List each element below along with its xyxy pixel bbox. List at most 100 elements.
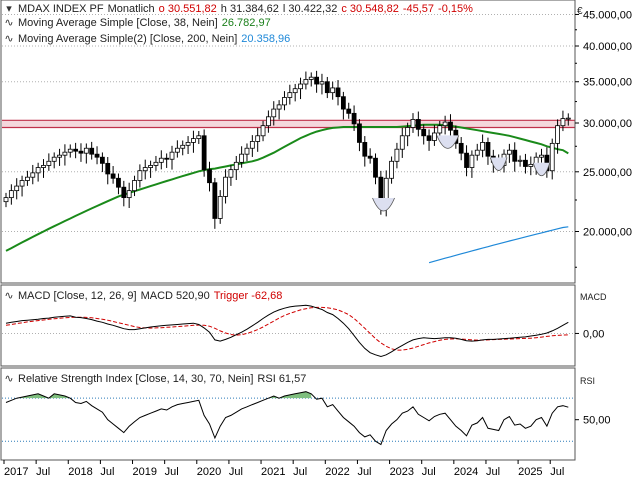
candle: [282, 97, 287, 106]
candle: [415, 119, 421, 130]
candle: [351, 112, 357, 125]
candle: [51, 156, 57, 162]
candle: [528, 163, 534, 167]
y-tick-label: 25.000,00: [583, 167, 632, 179]
panel-frame: [0, 284, 576, 367]
candle: [30, 172, 36, 178]
macd-value: MACD 520,90: [140, 290, 210, 302]
candle: [506, 149, 512, 155]
candle: [549, 142, 555, 172]
rsi-lines: [5, 391, 569, 446]
indicator-icon[interactable]: ∿: [4, 373, 14, 385]
candle: [164, 157, 170, 160]
candle: [485, 142, 491, 157]
rsi-line: [5, 391, 569, 446]
sma2-value: 20.358,96: [241, 33, 291, 45]
candle: [340, 96, 346, 110]
macd-tick-label: 0,00: [583, 328, 604, 340]
candle: [223, 176, 228, 197]
x-tick-label: Jul: [357, 466, 371, 478]
sma2-header: ∿ Moving Average Simple(2) [Close, 200, N…: [4, 32, 294, 46]
candle: [292, 88, 298, 94]
candle: [153, 161, 159, 166]
sma2-label: Moving Average Simple(2) [Close, 200, Ne…: [18, 33, 238, 45]
candle: [244, 147, 250, 155]
high-value: h 31.384,62: [220, 3, 279, 15]
symbol-name: MDAX INDEX PF: [18, 3, 104, 15]
candle: [426, 135, 432, 141]
rsi-gridlines: [2, 397, 575, 442]
candle: [121, 186, 127, 199]
candle: [421, 128, 427, 137]
candle: [308, 76, 314, 80]
sma38-line: [5, 123, 569, 252]
pattern-arcs: [372, 135, 551, 212]
rsi-label: Relative Strength Index [Close, 14, 30, …: [18, 373, 254, 385]
candle: [555, 125, 560, 144]
candle: [448, 121, 453, 131]
macd-trigger: Trigger -62,68: [213, 290, 283, 302]
candle: [399, 135, 405, 150]
candle: [169, 151, 175, 160]
candle: [255, 135, 261, 142]
candle: [228, 169, 234, 178]
sma1-value: 26.782,97: [221, 17, 271, 29]
candle: [389, 160, 394, 179]
candle: [298, 83, 303, 90]
x-tick-label: 2019: [133, 466, 157, 478]
sma1-header: ∿ Moving Average Simple [Close, 38, Nein]…: [4, 16, 275, 30]
x-tick-label: Jul: [229, 466, 243, 478]
x-tick-label: Jul: [100, 466, 114, 478]
candle: [201, 135, 207, 171]
price-header: ▾ MDAX INDEX PF Monatlich o 30.551,82 h 31.3…: [4, 2, 477, 16]
y-axis-ticks: 45.000,00 40.000,00 35.000,00 30.000,00 25.0…: [575, 9, 632, 427]
panel-frame: [0, 367, 576, 461]
candle: [517, 159, 523, 162]
candle: [185, 142, 191, 146]
bottom-pattern-arc: [532, 162, 551, 177]
candle: [442, 121, 448, 127]
indicator-icon[interactable]: ∿: [4, 290, 14, 302]
candle: [287, 92, 293, 98]
candle: [394, 148, 400, 162]
candle: [539, 154, 544, 158]
candle: [132, 180, 137, 192]
rsi-tick-label: 50,00: [583, 415, 611, 427]
x-tick-label: 2017: [4, 466, 28, 478]
candle: [432, 132, 437, 141]
candle: [46, 160, 52, 166]
candle: [319, 81, 325, 85]
candle: [158, 157, 164, 163]
x-tick-label: Jul: [550, 466, 564, 478]
macd-axis-label: MACD: [580, 292, 607, 302]
bottom-pattern-arc: [489, 157, 508, 171]
macd-label: MACD [Close, 12, 26, 9]: [18, 290, 137, 302]
close-value: c 30.548,82: [341, 3, 399, 15]
x-tick-label: Jul: [422, 466, 436, 478]
change-pct: -0,15%: [438, 3, 473, 15]
chevron-down-icon[interactable]: ▾: [6, 3, 12, 15]
candle: [126, 190, 132, 199]
rsi-value: RSI 61,57: [257, 373, 307, 385]
macd-line: [5, 304, 569, 358]
y-tick-label: 20.000,00: [583, 227, 632, 239]
x-tick-label: Jul: [486, 466, 500, 478]
macd-header: ∿ MACD [Close, 12, 26, 9] MACD 520,90 Trigg…: [4, 289, 286, 303]
candle: [367, 155, 373, 159]
candle: [437, 125, 443, 134]
sma1-label: Moving Average Simple [Close, 38, Nein]: [18, 17, 218, 29]
y-tick-label: 40.000,00: [583, 41, 632, 53]
candle: [357, 123, 362, 143]
bottom-pattern-arc: [436, 135, 460, 149]
indicator-icon[interactable]: ∿: [4, 33, 14, 45]
indicator-icon[interactable]: ∿: [4, 17, 14, 29]
candle: [19, 180, 25, 187]
candle: [324, 81, 330, 94]
candle: [271, 108, 277, 118]
x-tick-label: 2020: [197, 466, 221, 478]
resistance-band: [2, 119, 575, 129]
candle: [469, 154, 475, 168]
candle: [512, 149, 518, 162]
candle: [560, 118, 566, 127]
candle: [410, 119, 416, 128]
